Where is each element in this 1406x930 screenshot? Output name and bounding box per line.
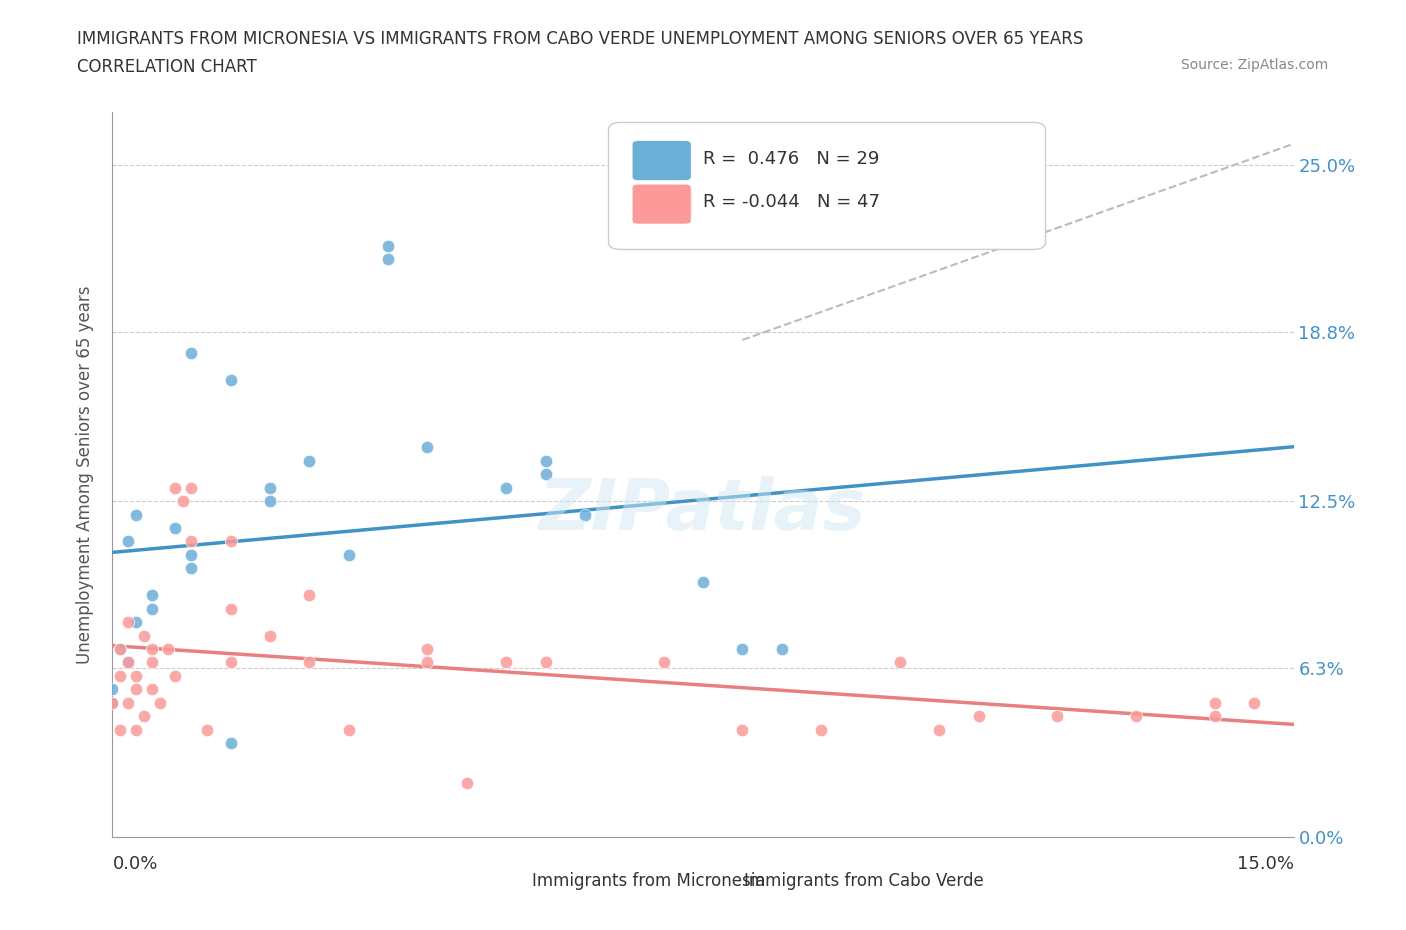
FancyBboxPatch shape: [633, 140, 692, 180]
Text: ZIPatlas: ZIPatlas: [540, 476, 866, 545]
Point: [180, 480, 202, 495]
Point: [125, 507, 148, 522]
Point: [125, 722, 148, 737]
Point: [1204, 709, 1226, 724]
Point: [889, 655, 911, 670]
Point: [416, 655, 439, 670]
Point: [259, 494, 281, 509]
Point: [1204, 696, 1226, 711]
Point: [259, 480, 281, 495]
Point: [156, 642, 179, 657]
Point: [259, 628, 281, 643]
Point: [692, 575, 714, 590]
Point: [172, 494, 194, 509]
Point: [298, 454, 321, 469]
Point: [456, 776, 478, 790]
Point: [180, 534, 202, 549]
Point: [574, 507, 596, 522]
Point: [141, 642, 163, 657]
Point: [110, 669, 132, 684]
FancyBboxPatch shape: [633, 184, 692, 224]
Point: [117, 696, 139, 711]
Point: [141, 655, 163, 670]
Point: [810, 722, 832, 737]
Point: [117, 655, 139, 670]
Point: [298, 655, 321, 670]
Point: [125, 669, 148, 684]
FancyBboxPatch shape: [609, 123, 1046, 249]
Text: Immigrants from Cabo Verde: Immigrants from Cabo Verde: [744, 871, 984, 889]
Point: [110, 722, 132, 737]
Point: [495, 655, 517, 670]
Point: [165, 669, 187, 684]
Text: Immigrants from Micronesia: Immigrants from Micronesia: [531, 871, 765, 889]
FancyBboxPatch shape: [458, 868, 516, 898]
Y-axis label: Unemployment Among Seniors over 65 years: Unemployment Among Seniors over 65 years: [76, 286, 94, 663]
Point: [165, 480, 187, 495]
Point: [731, 642, 754, 657]
Point: [117, 655, 139, 670]
Point: [219, 601, 242, 616]
Point: [149, 696, 172, 711]
Text: 0.0%: 0.0%: [112, 856, 157, 873]
Text: CORRELATION CHART: CORRELATION CHART: [77, 58, 257, 75]
Point: [180, 346, 202, 361]
Point: [110, 642, 132, 657]
Point: [117, 534, 139, 549]
Point: [652, 655, 675, 670]
Point: [219, 534, 242, 549]
Point: [731, 722, 754, 737]
Point: [1243, 696, 1265, 711]
Point: [125, 615, 148, 630]
Point: [1046, 709, 1069, 724]
Point: [132, 709, 155, 724]
Point: [141, 682, 163, 697]
Point: [117, 615, 139, 630]
Point: [101, 696, 124, 711]
Point: [1125, 709, 1147, 724]
Point: [219, 655, 242, 670]
Text: R =  0.476   N = 29: R = 0.476 N = 29: [703, 150, 879, 167]
Point: [180, 561, 202, 576]
Point: [495, 480, 517, 495]
Point: [337, 722, 360, 737]
Point: [377, 238, 399, 253]
Point: [101, 696, 124, 711]
Point: [141, 588, 163, 603]
Point: [416, 440, 439, 455]
Point: [770, 642, 793, 657]
Point: [416, 642, 439, 657]
Point: [110, 642, 132, 657]
Point: [125, 682, 148, 697]
Point: [219, 736, 242, 751]
Text: 15.0%: 15.0%: [1236, 856, 1294, 873]
Point: [298, 588, 321, 603]
Point: [180, 548, 202, 563]
Point: [141, 601, 163, 616]
Point: [534, 454, 557, 469]
Point: [101, 682, 124, 697]
Point: [219, 373, 242, 388]
Point: [165, 521, 187, 536]
Point: [337, 548, 360, 563]
Text: IMMIGRANTS FROM MICRONESIA VS IMMIGRANTS FROM CABO VERDE UNEMPLOYMENT AMONG SENI: IMMIGRANTS FROM MICRONESIA VS IMMIGRANTS…: [77, 30, 1084, 47]
Point: [132, 628, 155, 643]
Point: [928, 722, 950, 737]
Point: [195, 722, 218, 737]
Point: [967, 709, 990, 724]
Text: R = -0.044   N = 47: R = -0.044 N = 47: [703, 193, 880, 211]
Point: [377, 252, 399, 267]
Point: [534, 655, 557, 670]
Point: [534, 467, 557, 482]
Text: Source: ZipAtlas.com: Source: ZipAtlas.com: [1181, 58, 1329, 72]
FancyBboxPatch shape: [678, 868, 735, 898]
